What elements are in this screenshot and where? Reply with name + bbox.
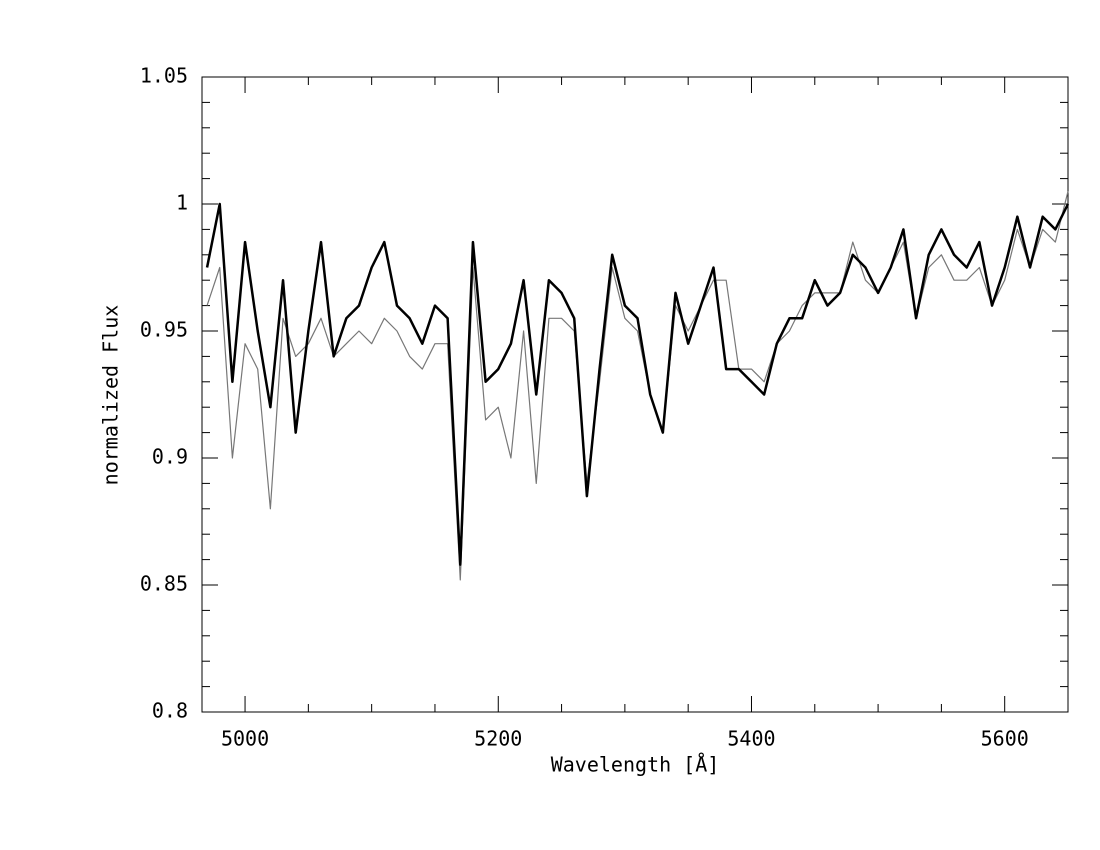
y-tick-label: 0.8	[152, 699, 188, 723]
y-tick-label: 0.85	[140, 572, 188, 596]
y-axis-label: normalized Flux	[99, 305, 123, 486]
y-tick-label: 1.05	[140, 64, 188, 88]
x-tick-label: 5600	[981, 727, 1029, 751]
plot-frame	[201, 76, 1069, 713]
x-axis-label: Wavelength [Å]	[551, 753, 720, 777]
x-tick-label: 5400	[727, 727, 775, 751]
y-tick-label: 0.95	[140, 318, 188, 342]
x-tick-label: 5000	[221, 727, 269, 751]
spectrum-line	[206, 191, 1069, 581]
y-tick-label: 1	[176, 191, 188, 215]
x-tick-label: 5200	[474, 727, 522, 751]
spectrum-line	[205, 202, 1070, 566]
y-tick-label: 0.9	[152, 445, 188, 469]
